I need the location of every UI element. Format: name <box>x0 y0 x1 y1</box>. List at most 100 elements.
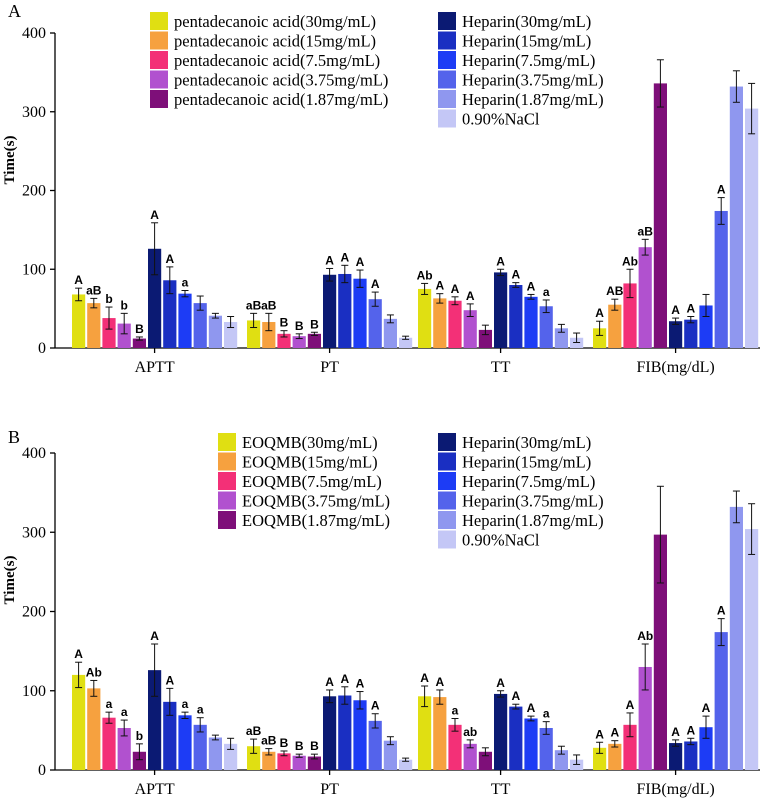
bar <box>338 695 352 770</box>
bar <box>714 632 728 770</box>
bar <box>608 304 622 348</box>
bar <box>448 724 462 770</box>
significance-label: A <box>671 303 680 317</box>
bar <box>745 529 759 770</box>
bar <box>338 273 352 348</box>
significance-label: A <box>340 250 349 264</box>
bar <box>323 696 337 770</box>
legend-swatch <box>218 511 236 529</box>
legend-swatch <box>438 433 456 451</box>
y-tick-label: 0 <box>38 762 46 779</box>
legend-label: pentadecanoic acid(15mg/mL) <box>174 32 376 51</box>
bar <box>494 693 508 770</box>
legend-label: Heparin(7.5mg/mL) <box>462 472 595 491</box>
legend-swatch <box>150 12 168 30</box>
bar <box>494 272 508 348</box>
bar <box>117 727 131 770</box>
bar <box>178 293 192 348</box>
significance-label: A <box>435 279 444 293</box>
y-tick-label: 200 <box>22 604 46 621</box>
bar <box>669 743 683 770</box>
bar <box>638 247 652 348</box>
significance-label: aB <box>86 283 102 297</box>
significance-label: a <box>543 285 550 299</box>
significance-label: A <box>671 725 680 739</box>
bar <box>684 319 698 348</box>
y-axis-title: Time(s) <box>2 136 18 185</box>
significance-label: aB <box>261 734 277 748</box>
bar <box>87 303 101 348</box>
significance-label: b <box>121 298 128 312</box>
bar <box>368 720 382 770</box>
bar <box>684 741 698 770</box>
bar <box>132 751 146 770</box>
legend-label: pentadecanoic acid(3.75mg/mL) <box>174 71 388 90</box>
significance-label: A <box>420 671 429 685</box>
legend-label: EOQMB(30mg/mL) <box>242 433 378 452</box>
legend-swatch <box>438 530 456 549</box>
significance-label: aB <box>638 224 654 238</box>
legend-swatch <box>150 90 168 108</box>
significance-label: A <box>150 208 159 222</box>
legend-label: Heparin(3.75mg/mL) <box>462 71 604 90</box>
bar <box>539 727 553 770</box>
significance-label: a <box>106 697 113 711</box>
bar <box>509 285 523 348</box>
bar <box>247 746 261 770</box>
significance-label: AB <box>606 284 624 298</box>
significance-label: A <box>496 254 505 268</box>
legend-swatch <box>218 472 236 490</box>
legend-swatch <box>438 70 456 89</box>
significance-label: A <box>356 255 365 269</box>
bar <box>448 300 462 348</box>
significance-label: Ab <box>417 268 433 282</box>
significance-label: A <box>74 647 83 661</box>
bar <box>72 294 86 348</box>
legend-label: pentadecanoic acid(30mg/mL) <box>174 12 376 31</box>
legend-swatch <box>438 12 456 30</box>
y-tick-label: 100 <box>22 683 46 700</box>
bar <box>132 338 146 348</box>
bar <box>623 283 637 348</box>
bar <box>292 336 306 348</box>
legend-label: Heparin(3.75mg/mL) <box>462 492 604 511</box>
significance-label: A <box>595 727 604 741</box>
legend-swatch <box>218 452 236 471</box>
legend-swatch <box>438 472 456 490</box>
significance-label: a <box>452 703 459 717</box>
significance-label: B <box>135 322 144 336</box>
significance-label: A <box>451 282 460 296</box>
significance-label: A <box>356 677 365 691</box>
legend-label: 0.90%NaCl <box>462 110 540 129</box>
bar <box>539 306 553 348</box>
legend-swatch <box>438 511 456 529</box>
legend-label: EOQMB(7.5mg/mL) <box>242 472 382 491</box>
x-category-label: APTT <box>135 781 175 798</box>
significance-label: A <box>340 672 349 686</box>
x-category-label: PT <box>320 781 339 798</box>
bar <box>399 759 413 770</box>
significance-label: b <box>136 729 143 743</box>
legend-label: Heparin(7.5mg/mL) <box>462 51 595 70</box>
x-category-label: TT <box>491 781 511 798</box>
bar <box>653 83 667 349</box>
significance-label: A <box>150 629 159 643</box>
x-category-label: PT <box>320 359 339 376</box>
legend-swatch <box>438 90 456 108</box>
bar <box>638 666 652 770</box>
significance-label: B <box>280 736 289 750</box>
bar <box>433 298 447 348</box>
legend-label: Heparin(1.87mg/mL) <box>462 90 604 109</box>
significance-label: a <box>182 697 189 711</box>
significance-label: A <box>717 604 726 618</box>
significance-label: B <box>310 317 319 331</box>
bar <box>87 688 101 770</box>
bar <box>593 328 607 348</box>
significance-label: B <box>295 739 304 753</box>
significance-label: A <box>511 268 520 282</box>
y-tick-label: 400 <box>22 25 46 42</box>
chart-panel-b: B Time(s) 0 100 200 300 400 APTT PT TT FIB(mg/dL) A… <box>2 427 760 798</box>
significance-label: A <box>595 306 604 320</box>
x-category-label: APTT <box>135 359 175 376</box>
bar <box>208 315 222 348</box>
